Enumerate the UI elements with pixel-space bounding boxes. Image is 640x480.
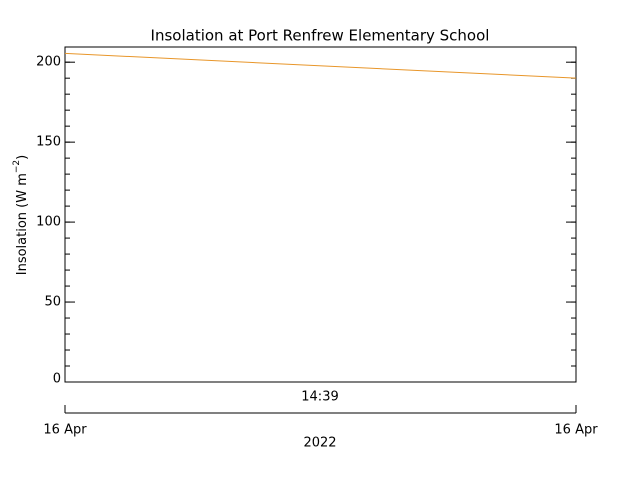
y-label-text: Insolation (W m	[15, 173, 30, 275]
y-label-sup: −2	[12, 160, 22, 173]
end-date-label: 16 Apr	[554, 423, 598, 438]
data-line	[64, 52, 577, 79]
plot-frame	[64, 46, 577, 383]
chart-title: Insolation at Port Renfrew Elementary Sc…	[151, 27, 490, 45]
y-tick-label: 150	[36, 135, 61, 150]
y-axis-label: Insolation (W m−2)	[12, 155, 30, 276]
start-date-label: 16 Apr	[43, 423, 87, 438]
y-tick-label: 200	[36, 55, 61, 70]
y-label-end: )	[15, 155, 30, 160]
y-tick-label: 50	[44, 295, 61, 310]
year-label: 2022	[303, 436, 336, 451]
y-tick-label: 100	[36, 215, 61, 230]
time-label: 14:39	[301, 390, 338, 405]
y-tick-label: 0	[53, 372, 61, 387]
